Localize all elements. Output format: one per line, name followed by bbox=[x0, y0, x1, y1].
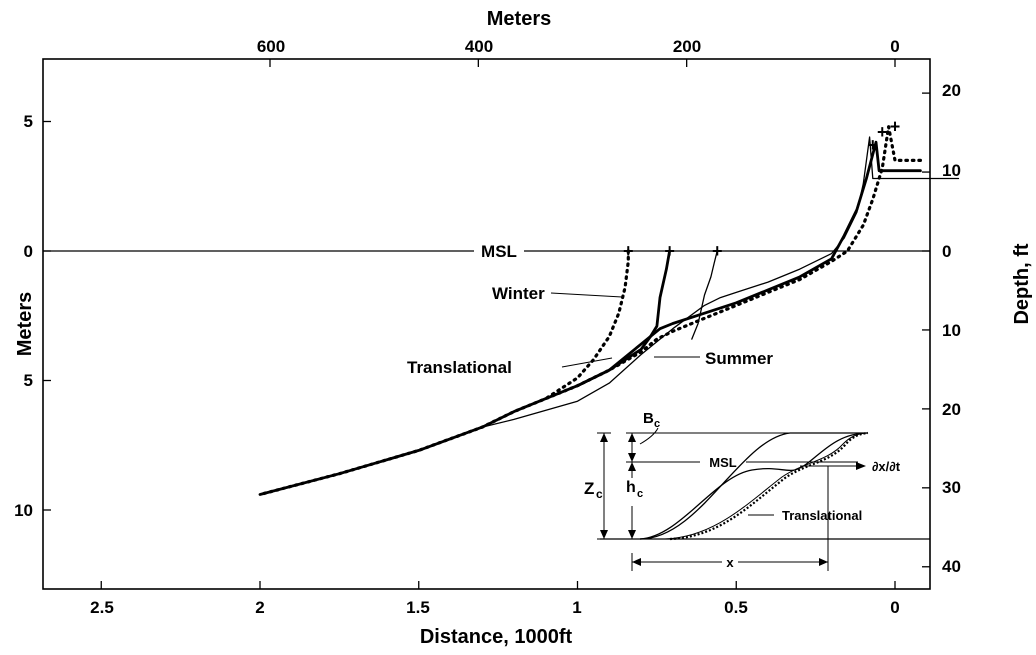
inset-bc-sub: c bbox=[654, 418, 660, 430]
left-axis-title: Meters bbox=[14, 292, 36, 356]
series-line-summer-bar bbox=[691, 250, 718, 340]
inset-hc-label: h bbox=[626, 479, 636, 496]
annotation-translational: Translational bbox=[407, 358, 512, 377]
y-left-tick-label: 10 bbox=[14, 501, 33, 520]
inset-hc-arrowhead-top bbox=[628, 433, 636, 442]
x-top-tick-label: 600 bbox=[257, 37, 285, 56]
annotation-translational-leader bbox=[561, 357, 613, 368]
top-axis-title: Meters bbox=[487, 8, 551, 30]
plus-marker: + bbox=[877, 122, 888, 142]
inset-x-label-bg bbox=[722, 553, 738, 571]
inset-zc-label: Z bbox=[584, 479, 594, 498]
right-axis-title: Depth, ft bbox=[1011, 243, 1033, 324]
y-right-tick-label: 30 bbox=[942, 478, 961, 497]
inset-hc-arrowhead-bottom bbox=[628, 530, 636, 539]
inset-hc-arrowhead-mid bbox=[628, 453, 636, 462]
inset-x-arrowhead-left bbox=[632, 558, 641, 566]
msl-label: MSL bbox=[481, 242, 517, 261]
inset-zc-sub: c bbox=[596, 487, 603, 501]
inset-x-label: x bbox=[726, 555, 734, 570]
y-right-tick-label: 10 bbox=[942, 161, 961, 180]
plus-marker: + bbox=[712, 241, 723, 261]
plus-marker: + bbox=[868, 135, 879, 155]
plus-marker: + bbox=[623, 241, 634, 261]
y-left-tick-label: 5 bbox=[24, 371, 33, 390]
inset-msl-bg bbox=[700, 455, 746, 469]
series-line-summer bbox=[481, 136, 960, 428]
x-tick-label: 2.5 bbox=[90, 598, 114, 617]
inset-hc-sub: c bbox=[637, 488, 643, 500]
plus-marker: + bbox=[664, 241, 675, 261]
inset-profile-translational bbox=[669, 431, 869, 541]
x-top-tick-label: 200 bbox=[673, 37, 701, 56]
inset-bc-label: B bbox=[643, 410, 654, 427]
series-line-translational bbox=[258, 140, 922, 496]
y-right-tick-label: 40 bbox=[942, 557, 961, 576]
x-tick-label: 2 bbox=[255, 598, 264, 617]
plus-marker: + bbox=[890, 117, 901, 137]
x-top-tick-label: 0 bbox=[890, 37, 899, 56]
series-line-winter bbox=[258, 125, 922, 497]
inset-msl-label: MSL bbox=[709, 455, 737, 470]
annotation-summer: Summer bbox=[705, 349, 773, 368]
inset-hc-arrowhead-low bbox=[628, 462, 636, 471]
series-line-winter-bar bbox=[544, 249, 630, 401]
series-layer bbox=[258, 125, 960, 497]
annotation-winter-leader bbox=[550, 292, 623, 298]
inset-x-arrowhead-right bbox=[819, 558, 828, 566]
y-right-tick-label: 20 bbox=[942, 400, 961, 419]
x-tick-label: 1 bbox=[572, 598, 581, 617]
y-right-tick-label: 0 bbox=[942, 242, 951, 261]
x-top-tick-label: 400 bbox=[465, 37, 493, 56]
inset-profile-initial bbox=[639, 432, 868, 540]
y-left-tick-label: 0 bbox=[24, 242, 33, 261]
inset-dxdt-arrowhead bbox=[856, 462, 866, 470]
msl-label-bg bbox=[474, 241, 524, 261]
y-right-tick-label: 20 bbox=[942, 81, 961, 100]
x-tick-label: 1.5 bbox=[406, 598, 430, 617]
annotation-winter: Winter bbox=[492, 284, 545, 303]
inset-hc-label-bg bbox=[624, 478, 648, 506]
inset-translational-label: Translational bbox=[782, 508, 862, 523]
bottom-axis-title: Distance, 1000ft bbox=[420, 626, 573, 648]
x-tick-label: 0.5 bbox=[724, 598, 748, 617]
inset-dxdt-label: ∂x/∂t bbox=[872, 459, 901, 474]
x-tick-label: 0 bbox=[890, 598, 899, 617]
inset-zc-arrowhead-top bbox=[600, 433, 608, 442]
inset-profile-bar bbox=[639, 432, 869, 540]
series-line-translational-bar bbox=[576, 249, 671, 388]
y-left-tick-label: 5 bbox=[24, 112, 33, 131]
marker-layer: + + ++++ bbox=[623, 117, 900, 261]
inset-profile-translational-solid bbox=[664, 432, 867, 540]
plot-frame bbox=[42, 58, 931, 590]
inset-diagram: MSL Z c h c B c ∂x/∂t Transl bbox=[584, 410, 930, 571]
inset-zc-arrowhead-bottom bbox=[600, 530, 608, 539]
y-right-tick-label: 10 bbox=[942, 321, 961, 340]
inset-bc-leader bbox=[639, 427, 659, 445]
axis-ticks bbox=[43, 59, 930, 589]
